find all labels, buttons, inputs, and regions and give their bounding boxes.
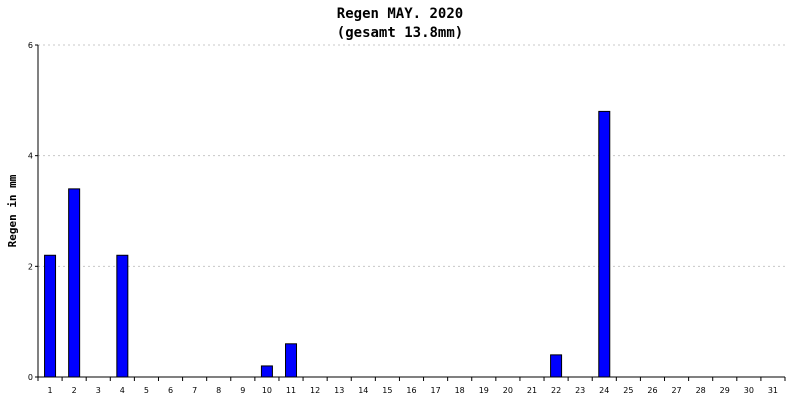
x-tick-label: 2 (72, 386, 77, 395)
x-tick-label: 3 (96, 386, 101, 395)
y-tick-label: 0 (28, 373, 33, 382)
x-tick-label: 15 (382, 386, 392, 395)
x-tick-label: 19 (479, 386, 489, 395)
y-axis-label: Regen in mm (6, 174, 19, 247)
y-tick-label: 2 (28, 262, 33, 271)
y-tick-label: 6 (28, 41, 33, 50)
x-tick-label: 29 (720, 386, 730, 395)
x-tick-label: 28 (696, 386, 706, 395)
x-tick-label: 20 (503, 386, 513, 395)
axes (37, 45, 785, 378)
x-tick-label: 21 (527, 386, 537, 395)
x-tick-label: 26 (647, 386, 657, 395)
bar-day-10 (260, 365, 273, 378)
x-tick-label: 8 (216, 386, 221, 395)
grid-lines (38, 44, 785, 267)
y-ticks: 0 2 4 6 (28, 41, 38, 382)
chart-title: Regen MAY. 2020 (337, 6, 463, 22)
x-tick-label: 17 (431, 386, 441, 395)
x-tick-label: 4 (120, 386, 125, 395)
chart-subtitle: (gesamt 13.8mm) (337, 25, 463, 41)
x-tick-label: 24 (599, 386, 609, 395)
x-tick-label: 7 (192, 386, 197, 395)
x-tick-label: 30 (744, 386, 754, 395)
x-tick-label: 13 (334, 386, 344, 395)
bar-day-11 (285, 343, 298, 378)
x-tick-label: 12 (310, 386, 320, 395)
bar-day-1 (44, 254, 57, 378)
x-tick-label: 6 (168, 386, 173, 395)
y-tick-label: 4 (28, 152, 33, 161)
x-tick-label: 14 (358, 386, 368, 395)
x-tick-label: 27 (671, 386, 681, 395)
x-tick-label: 22 (551, 386, 561, 395)
x-tick-label: 18 (455, 386, 465, 395)
x-tick-label: 9 (240, 386, 245, 395)
bars (44, 110, 611, 378)
bar-day-22 (550, 354, 563, 378)
x-tick-label: 10 (262, 386, 272, 395)
x-tick-label: 11 (286, 386, 296, 395)
x-tick-label: 1 (48, 386, 53, 395)
x-tick-label: 5 (144, 386, 149, 395)
bar-day-2 (68, 188, 81, 378)
x-tick-label: 31 (768, 386, 778, 395)
x-tick-label: 16 (406, 386, 416, 395)
x-ticks: 1 2 3 4 5 6 7 8 9 10 11 12 13 14 15 16 17 18 19 20 21 22 23 24 2… (37, 377, 786, 395)
bar-day-24 (598, 110, 611, 378)
x-tick-label: 25 (623, 386, 633, 395)
x-tick-label: 23 (575, 386, 585, 395)
bar-day-4 (116, 254, 129, 378)
